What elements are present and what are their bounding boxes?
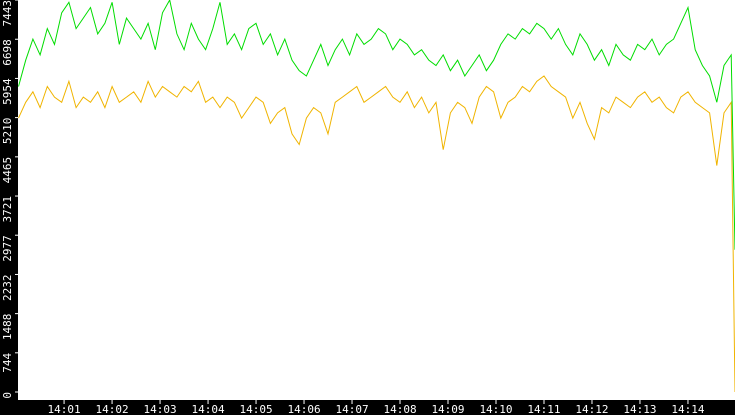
- x-tick-label: 14:14: [671, 403, 704, 415]
- x-tick-label: 14:07: [335, 403, 368, 415]
- line-series: [18, 75, 735, 393]
- y-tick-label: 1488: [1, 314, 14, 341]
- y-tick-label: 6698: [1, 39, 14, 65]
- x-tick-label: 14:01: [48, 403, 81, 415]
- y-tick-label: 2977: [1, 235, 14, 262]
- plot-area: [18, 0, 735, 400]
- x-tick-label: 14:11: [527, 403, 560, 415]
- y-tick-label: 3721: [1, 196, 14, 223]
- y-tick-label: 2232: [1, 274, 14, 301]
- x-tick-label: 14:12: [575, 403, 608, 415]
- x-tick-label: 14:09: [431, 403, 464, 415]
- y-tick-label: 7443: [1, 0, 14, 27]
- x-tick-label: 14:06: [287, 403, 320, 415]
- y-tick-label: 0: [1, 392, 14, 399]
- y-tick-label: 5954: [1, 78, 14, 105]
- x-tick-label: 14:04: [191, 403, 224, 415]
- y-tick-label: 744: [1, 352, 14, 372]
- line-series: [18, 0, 735, 250]
- x-tick-label: 14:10: [479, 403, 512, 415]
- x-tick-label: 14:02: [96, 403, 129, 415]
- y-tick-label: 5210: [1, 118, 14, 145]
- y-tick-label: 4465: [1, 157, 14, 184]
- x-tick-label: 14:05: [239, 403, 272, 415]
- x-tick-label: 14:08: [383, 403, 416, 415]
- x-tick-label: 14:03: [143, 403, 176, 415]
- x-tick-label: 14:13: [623, 403, 656, 415]
